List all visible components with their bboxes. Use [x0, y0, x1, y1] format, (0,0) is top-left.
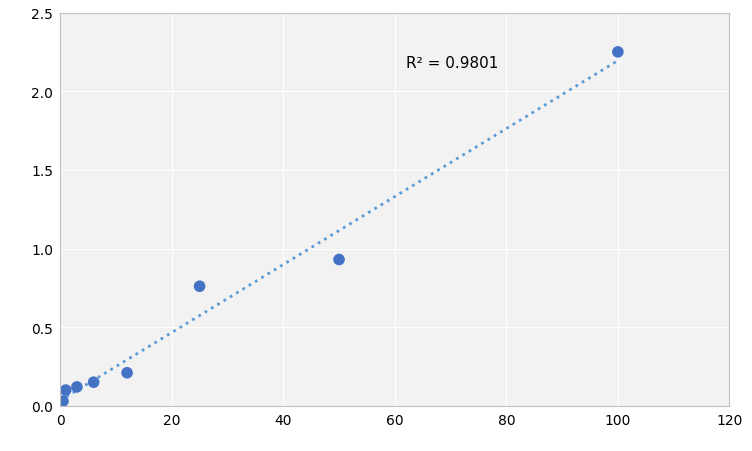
Point [87, 379, 99, 386]
Point [54, 399, 66, 406]
Text: R² = 0.9801: R² = 0.9801 [406, 56, 499, 71]
Point [612, 49, 624, 56]
Point [71, 383, 83, 391]
Point [333, 256, 345, 263]
Point [59, 387, 71, 394]
Point [121, 369, 133, 377]
Point [193, 283, 205, 290]
Point [57, 398, 69, 405]
